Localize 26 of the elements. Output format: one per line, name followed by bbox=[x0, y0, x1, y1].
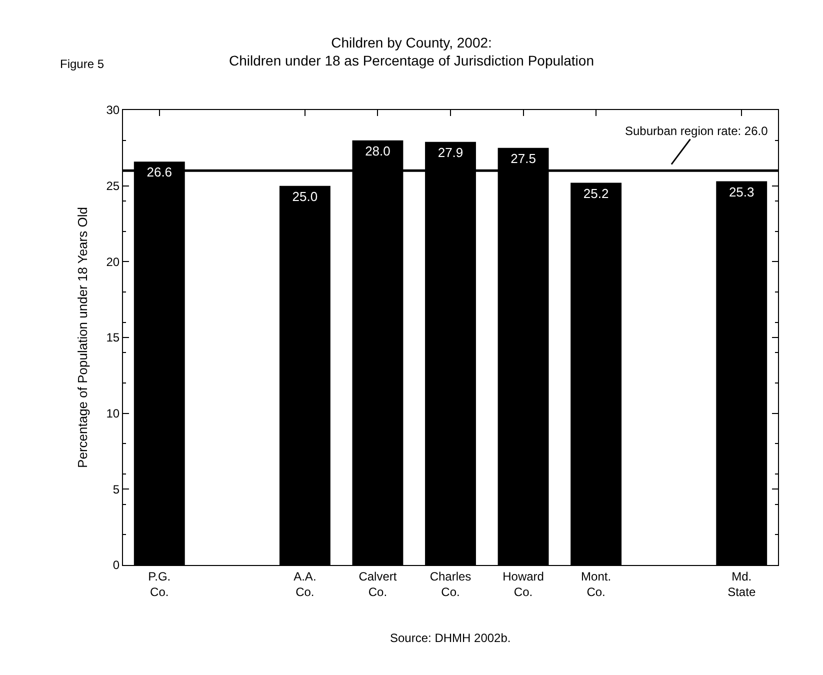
chart-title: Children by County, 2002: Children under 18 as Percentage of Jurisdiction Population bbox=[228, 34, 594, 68]
x-tick-label: Md. State bbox=[728, 569, 756, 599]
y-tick-label: 5 bbox=[112, 482, 120, 496]
y-tick-label: 10 bbox=[106, 406, 120, 421]
x-tick-label: P.G. Co. bbox=[148, 569, 171, 599]
y-tick-label: 0 bbox=[112, 558, 120, 572]
data-label: 25.2 bbox=[583, 186, 609, 201]
data-label: 28.0 bbox=[365, 143, 390, 158]
y-tick-label: 15 bbox=[106, 330, 120, 345]
data-label: 25.3 bbox=[728, 184, 754, 200]
data-label: 27.5 bbox=[510, 150, 536, 166]
legend-label: Suburban region rate: 26.0 bbox=[625, 124, 768, 138]
data-label: 27.9 bbox=[438, 144, 464, 160]
x-tick-label: Charles Co. bbox=[430, 569, 472, 599]
x-tick-label: Calvert Co. bbox=[358, 569, 398, 599]
source-note: Source: DHMH 2002b. bbox=[390, 631, 511, 645]
caption: Figure 5 bbox=[60, 57, 104, 71]
data-label: 25.0 bbox=[292, 188, 318, 204]
y-tick-label: 20 bbox=[106, 254, 120, 269]
y-tick-label: 25 bbox=[106, 179, 120, 194]
x-tick-label: Howard Co. bbox=[502, 569, 544, 599]
y-tick-label: 30 bbox=[106, 103, 120, 118]
x-tick-label: Mont. Co. bbox=[581, 569, 612, 599]
data-label: 26.6 bbox=[146, 164, 172, 180]
y-axis-title: Percentage of Population under 18 Years Old bbox=[75, 207, 90, 468]
x-tick-label: A.A. Co. bbox=[294, 569, 316, 599]
